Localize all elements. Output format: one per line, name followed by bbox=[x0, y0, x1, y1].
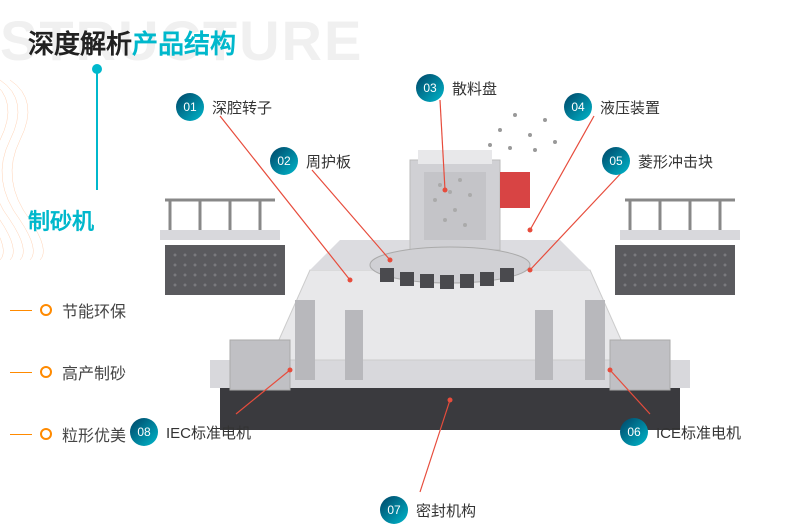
callout-label: 散料盘 bbox=[452, 78, 497, 99]
feature-label: 粒形优美 bbox=[62, 422, 126, 446]
callout-number: 07 bbox=[380, 496, 408, 524]
callout-label: 周护板 bbox=[306, 151, 351, 172]
callout-number: 06 bbox=[620, 418, 648, 446]
feature-dot-icon bbox=[40, 428, 52, 440]
callout-label: 菱形冲击块 bbox=[638, 151, 713, 172]
feature-dot-icon bbox=[40, 366, 52, 378]
callout-number: 02 bbox=[270, 147, 298, 175]
feature-line bbox=[10, 372, 32, 373]
callout-05: 05 菱形冲击块 bbox=[602, 147, 713, 175]
feature-item-0: 节能环保 bbox=[10, 298, 126, 322]
feature-label: 节能环保 bbox=[62, 298, 126, 322]
callout-number: 05 bbox=[602, 147, 630, 175]
feature-line bbox=[10, 434, 32, 435]
feature-item-2: 粒形优美 bbox=[10, 422, 126, 446]
callout-04: 04 液压装置 bbox=[564, 93, 660, 121]
callout-label: ICE标准电机 bbox=[656, 422, 741, 443]
feature-label: 高产制砂 bbox=[62, 360, 126, 384]
callout-label: IEC标准电机 bbox=[166, 422, 251, 443]
callout-number: 08 bbox=[130, 418, 158, 446]
callout-06: 06 ICE标准电机 bbox=[620, 418, 741, 446]
callout-number: 03 bbox=[416, 74, 444, 102]
callout-number: 01 bbox=[176, 93, 204, 121]
callout-label: 密封机构 bbox=[416, 500, 476, 521]
callout-number: 04 bbox=[564, 93, 592, 121]
feature-item-1: 高产制砂 bbox=[10, 360, 126, 384]
callout-label: 液压装置 bbox=[600, 97, 660, 118]
callout-03: 03 散料盘 bbox=[416, 74, 497, 102]
title-part2: 产品结构 bbox=[132, 29, 236, 59]
product-name: 制砂机 bbox=[28, 204, 94, 236]
title-connector-line bbox=[96, 70, 98, 190]
callout-label: 深腔转子 bbox=[212, 97, 272, 118]
callout-07: 07 密封机构 bbox=[380, 496, 476, 524]
callout-02: 02 周护板 bbox=[270, 147, 351, 175]
page-title: 深度解析产品结构 bbox=[28, 24, 236, 61]
feature-dot-icon bbox=[40, 304, 52, 316]
feature-line bbox=[10, 310, 32, 311]
title-part1: 深度解析 bbox=[28, 29, 132, 59]
callout-01: 01 深腔转子 bbox=[176, 93, 272, 121]
callout-08: 08 IEC标准电机 bbox=[130, 418, 251, 446]
